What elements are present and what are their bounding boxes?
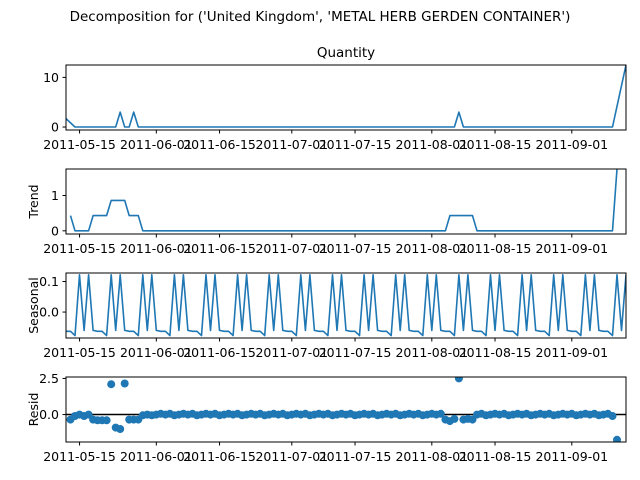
- trend-xtick-label: 2011-08-15: [459, 241, 532, 256]
- trend-axes-frame: [65, 168, 627, 235]
- seasonal-xtick-label: 2011-07-01: [255, 345, 328, 360]
- trend-xtick-label: 2011-05-15: [43, 241, 116, 256]
- trend-xtick-label: 2011-09-01: [535, 241, 608, 256]
- resid-point: [450, 414, 459, 423]
- resid-data: [66, 377, 626, 442]
- quantity-xtick-label: 2011-08-01: [395, 137, 468, 152]
- resid-axes-frame: [65, 376, 627, 443]
- resid-xtick-label: 2011-06-15: [183, 449, 256, 464]
- seasonal-data: [66, 274, 626, 337]
- resid-xtick-label: 2011-05-15: [43, 449, 116, 464]
- resid-xtick-label: 2011-07-15: [319, 449, 392, 464]
- resid-point: [107, 380, 116, 389]
- resid-ytick-label: 0.0: [39, 407, 59, 422]
- quantity-axes-frame: [65, 64, 627, 131]
- trend-xtick-label: 2011-07-01: [255, 241, 328, 256]
- trend-xtick-label: 2011-06-15: [183, 241, 256, 256]
- seasonal-xtick-label: 2011-06-01: [120, 345, 193, 360]
- resid-xtick-label: 2011-09-01: [535, 449, 608, 464]
- trend-ylabel: Trend: [26, 184, 41, 219]
- trend-ytick-label: 0: [51, 223, 59, 238]
- resid-xtick-label: 2011-08-15: [459, 449, 532, 464]
- resid-xtick-label: 2011-08-01: [395, 449, 468, 464]
- resid-point: [608, 412, 617, 420]
- quantity-xtick-label: 2011-07-01: [255, 137, 328, 152]
- quantity-xtick-label: 2011-08-15: [459, 137, 532, 152]
- seasonal-xtick-label: 2011-09-01: [535, 345, 608, 360]
- seasonal-xtick-label: 2011-06-15: [183, 345, 256, 360]
- seasonal-xtick-label: 2011-08-15: [459, 345, 532, 360]
- seasonal-ytick-label: 0.0: [39, 305, 59, 320]
- trend-data: [69, 169, 618, 232]
- quantity-xtick-label: 2011-06-15: [183, 137, 256, 152]
- trend-xtick-label: 2011-08-01: [395, 241, 468, 256]
- resid-ytick-label: 2.5: [39, 371, 59, 386]
- seasonal-series-line: [66, 274, 626, 337]
- seasonal-ylabel: Seasonal: [26, 277, 41, 334]
- quantity-data: [66, 65, 626, 128]
- resid-ylabel: Resid: [26, 393, 41, 427]
- resid-point: [613, 435, 621, 442]
- quantity-xtick-label: 2011-07-15: [319, 137, 392, 152]
- resid-xtick-label: 2011-07-01: [255, 449, 328, 464]
- seasonal-xtick-label: 2011-07-15: [319, 345, 392, 360]
- figure-suptitle: Decomposition for ('United Kingdom', 'ME…: [70, 9, 571, 25]
- resid-point: [436, 409, 445, 418]
- quantity-ytick-label: 10: [43, 70, 59, 85]
- quantity-xtick-label: 2011-05-15: [43, 137, 116, 152]
- trend-series-line: [69, 169, 618, 232]
- resid-point: [102, 416, 111, 425]
- quantity-xtick-label: 2011-09-01: [535, 137, 608, 152]
- resid-xtick-label: 2011-06-01: [120, 449, 193, 464]
- resid-point: [116, 425, 125, 433]
- trend-xtick-label: 2011-07-15: [319, 241, 392, 256]
- seasonal-xtick-label: 2011-08-01: [395, 345, 468, 360]
- quantity-series-line: [66, 65, 626, 128]
- seasonal-axes-frame: [65, 272, 627, 339]
- seasonal-ytick-label: 0.1: [39, 274, 59, 289]
- quantity-ytick-label: 0: [51, 120, 59, 135]
- quantity-xtick-label: 2011-06-01: [120, 137, 193, 152]
- trend-ytick-label: 1: [51, 188, 59, 203]
- quantity-title: Quantity: [317, 45, 375, 61]
- resid-point: [120, 379, 129, 388]
- trend-xtick-label: 2011-06-01: [120, 241, 193, 256]
- resid-point: [454, 377, 463, 383]
- seasonal-xtick-label: 2011-05-15: [43, 345, 116, 360]
